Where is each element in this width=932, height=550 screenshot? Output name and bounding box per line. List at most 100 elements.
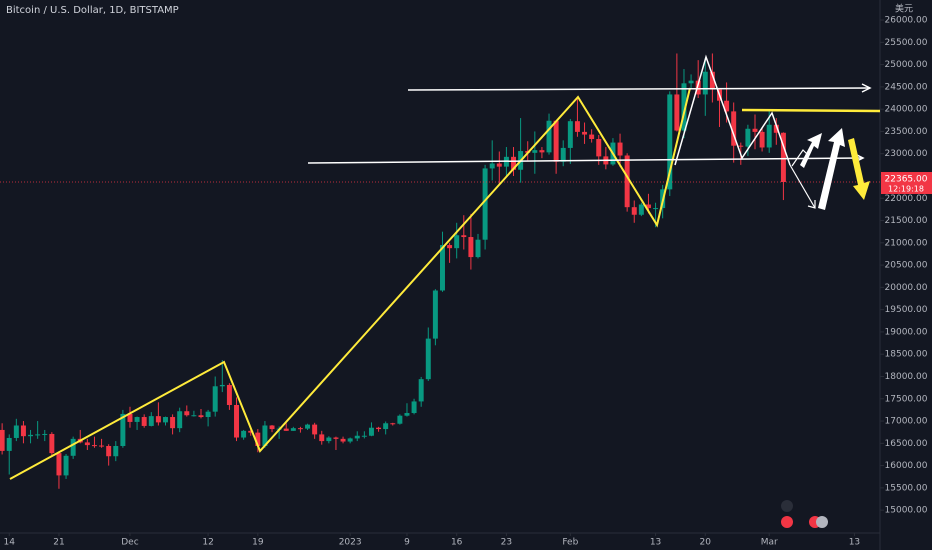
candle-body xyxy=(454,235,460,249)
y-tick-label: 25000.00 xyxy=(885,60,928,70)
chart-title: Bitcoin / U.S. Dollar, 1D, BITSTAMP xyxy=(6,5,179,16)
candle-body xyxy=(212,386,218,412)
x-tick-label: 23 xyxy=(501,538,512,548)
candle-body xyxy=(28,434,34,437)
candle-body xyxy=(120,413,126,446)
candle-body xyxy=(141,417,147,426)
candle-body xyxy=(475,239,481,258)
candle-body xyxy=(63,455,69,476)
x-tick-label: 20 xyxy=(700,538,712,548)
y-tick-label: 18000.00 xyxy=(885,372,928,382)
y-tick-label: 23000.00 xyxy=(885,149,928,159)
candle-body xyxy=(56,453,62,476)
y-tick-label: 15000.00 xyxy=(885,506,928,516)
candle-body xyxy=(219,384,225,387)
candle-body xyxy=(177,411,183,429)
x-tick-label: Mar xyxy=(761,538,778,548)
arrow-head xyxy=(861,83,872,93)
y-tick-label: 17000.00 xyxy=(885,417,928,427)
icon[interactable] xyxy=(816,516,828,528)
candle-body xyxy=(596,139,602,157)
candle-body xyxy=(0,429,5,451)
support-line xyxy=(307,157,863,164)
candle-body xyxy=(70,438,76,456)
candle-body xyxy=(283,428,289,431)
candle-body xyxy=(653,208,659,210)
candle-body xyxy=(447,245,453,249)
yellow-zigzag xyxy=(9,87,691,480)
y-tick-label: 15500.00 xyxy=(885,483,928,493)
y-tick-label: 24000.00 xyxy=(885,105,928,115)
y-tick-label: 26000.00 xyxy=(885,16,928,26)
x-tick-label: 9 xyxy=(404,538,410,548)
y-tick-label: 24500.00 xyxy=(885,82,928,92)
candle-body xyxy=(617,142,623,156)
white-arrow xyxy=(800,133,822,168)
candle-body xyxy=(397,415,403,424)
last-price-tag xyxy=(881,172,932,195)
y-tick-label: 17500.00 xyxy=(885,394,928,404)
candle-body xyxy=(624,155,630,208)
candle-body xyxy=(226,384,232,405)
candle-body xyxy=(106,445,112,457)
candle-body xyxy=(731,111,737,146)
candle-body xyxy=(234,405,239,438)
candle-body xyxy=(134,417,140,422)
y-tick-label: 16000.00 xyxy=(885,461,928,471)
candle-body xyxy=(205,411,211,418)
candle-body xyxy=(574,121,580,132)
candle-body xyxy=(752,128,758,132)
candle-body xyxy=(539,150,545,153)
candle-body xyxy=(773,124,779,133)
candle-body xyxy=(84,442,90,446)
candle-body xyxy=(297,428,303,430)
icon[interactable] xyxy=(781,516,793,528)
candle-body xyxy=(163,417,168,423)
candle-body xyxy=(361,435,367,437)
y-tick-label: 21000.00 xyxy=(885,238,928,248)
candle-body xyxy=(262,425,268,446)
candle-body xyxy=(567,121,573,148)
candle-body xyxy=(681,83,687,131)
y-tick-label: 20000.00 xyxy=(885,283,928,293)
candle-body xyxy=(42,433,48,435)
y-tick-label: 16500.00 xyxy=(885,439,928,449)
candle-body xyxy=(411,401,417,414)
candle-body xyxy=(305,424,311,429)
candle-body xyxy=(148,416,154,426)
candle-body xyxy=(49,433,55,454)
candle-body xyxy=(440,245,445,291)
candle-body xyxy=(582,131,588,135)
candle-body xyxy=(468,237,474,258)
candle-body xyxy=(248,430,254,433)
candle-body xyxy=(383,423,389,430)
currency-label: 美元 xyxy=(895,3,913,15)
y-tick-label: 19500.00 xyxy=(885,305,928,315)
candle-body xyxy=(170,417,176,429)
candle-body xyxy=(695,80,701,95)
x-tick-label: Feb xyxy=(562,538,578,548)
y-tick-label: 19000.00 xyxy=(885,327,928,337)
candle-body xyxy=(113,445,119,457)
y-tick-label: 18500.00 xyxy=(885,350,928,360)
arrow-head xyxy=(807,200,816,209)
candle-body xyxy=(780,132,786,183)
candle-body xyxy=(560,147,566,162)
candle-body xyxy=(631,207,637,215)
candle-body xyxy=(709,71,715,90)
candle-body xyxy=(312,424,318,435)
candle-body xyxy=(553,120,559,162)
candle-body xyxy=(511,156,516,170)
candle-body xyxy=(376,427,382,430)
candle-body xyxy=(390,423,396,425)
candle-body xyxy=(255,432,261,446)
candle-body xyxy=(198,415,204,418)
candle-body xyxy=(418,379,424,402)
candle-body xyxy=(35,434,41,436)
candle-body xyxy=(688,80,694,84)
y-tick-label: 25500.00 xyxy=(885,38,928,48)
icon[interactable] xyxy=(781,500,793,512)
candle-body xyxy=(702,71,708,95)
candle-body xyxy=(319,434,325,442)
